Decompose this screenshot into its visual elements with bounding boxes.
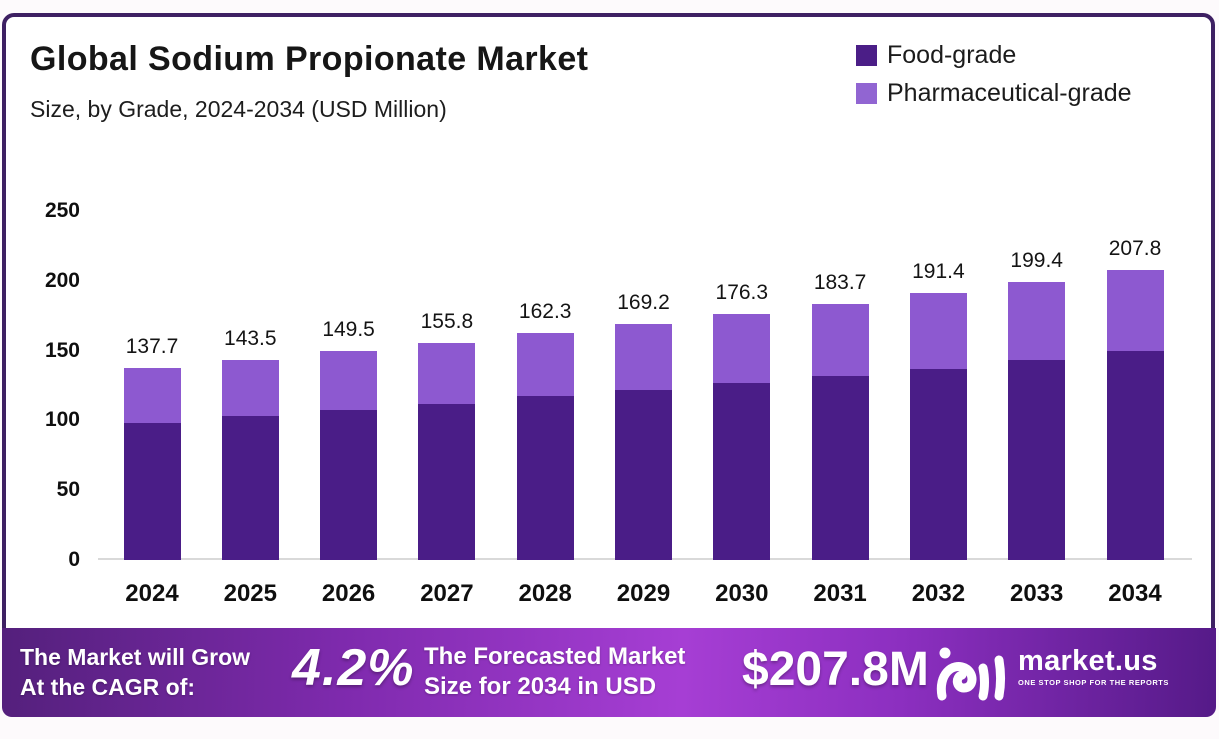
bar-segment-pharmaceutical-grade	[123, 367, 181, 423]
bar-total-label: 199.4	[1010, 248, 1063, 272]
brand-tagline: ONE STOP SHOP FOR THE REPORTS	[1018, 678, 1169, 687]
bar-total-label: 176.3	[715, 280, 769, 304]
y-tick-label: 0	[68, 548, 80, 571]
bar-segment-pharmaceutical-grade	[516, 333, 574, 396]
x-tick-label: 2033	[1009, 580, 1064, 607]
bar-total-label: 143.5	[224, 326, 277, 350]
bar-total-label: 169.2	[617, 290, 670, 314]
cagr-caption-line1: The Market will Grow	[20, 644, 251, 670]
bar-segment-food-grade	[615, 389, 672, 560]
bar-segment-food-grade	[123, 422, 181, 560]
legend-item-pharmaceutical-grade: Pharmaceutical-grade	[856, 79, 1132, 107]
y-tick-label: 100	[44, 408, 80, 432]
x-tick-label: 2032	[911, 580, 966, 607]
legend-label-food-grade: Food-grade	[887, 41, 1017, 69]
bar-total-label: 137.7	[125, 334, 179, 358]
bar-segment-food-grade	[1008, 360, 1066, 560]
bar-segment-food-grade	[221, 416, 279, 560]
x-tick-label: 2026	[321, 580, 376, 607]
y-tick-label: 150	[44, 338, 80, 362]
bar-total-label: 162.3	[518, 300, 572, 324]
x-tick-label: 2030	[715, 580, 769, 607]
bar-segment-food-grade	[418, 403, 476, 560]
bar-segment-pharmaceutical-grade	[713, 313, 771, 383]
bar-segment-food-grade	[320, 409, 378, 560]
bar-segment-pharmaceutical-grade	[418, 342, 476, 404]
page-subtitle: Size, by Grade, 2024-2034 (USD Million)	[30, 96, 447, 122]
bar-segment-pharmaceutical-grade	[811, 303, 869, 376]
forecast-caption-line2: Size for 2034 in USD	[424, 673, 657, 700]
cagr-caption: The Market will Grow At the CAGR of:	[20, 642, 250, 702]
bar-segment-pharmaceutical-grade	[1008, 281, 1066, 361]
bar-segment-food-grade	[516, 395, 574, 560]
bar-segment-pharmaceutical-grade	[320, 351, 378, 410]
bar-segment-pharmaceutical-grade	[615, 323, 672, 390]
bar-segment-pharmaceutical-grade	[1106, 269, 1164, 351]
footer-banner: The Market will Grow At the CAGR of: 4.2…	[2, 628, 1216, 717]
x-tick-label: 2031	[813, 580, 867, 607]
x-tick-label: 2029	[616, 580, 671, 607]
x-tick-label: 2028	[518, 580, 572, 607]
x-tick-label: 2025	[223, 580, 277, 607]
bar-segment-pharmaceutical-grade	[909, 292, 967, 369]
x-tick-label: 2024	[125, 580, 179, 607]
cagr-value: 4.2%	[292, 639, 415, 697]
y-tick-label: 50	[56, 478, 80, 502]
bar-total-label: 207.8	[1108, 236, 1162, 260]
legend-swatch-food-grade	[856, 45, 877, 66]
forecast-value: $207.8M	[742, 643, 929, 696]
legend-item-food-grade: Food-grade	[856, 41, 1132, 69]
forecast-caption: The Forecasted Market Size for 2034 in U…	[424, 642, 685, 702]
x-tick-label: 2034	[1108, 580, 1162, 607]
bar-total-label: 191.4	[912, 259, 965, 283]
legend-label-pharmaceutical-grade: Pharmaceutical-grade	[887, 79, 1132, 107]
bar-segment-food-grade	[1106, 350, 1164, 560]
page-title: Global Sodium Propionate Market	[30, 40, 589, 78]
brand-name: market.us	[1018, 645, 1158, 677]
legend: Food-grade Pharmaceutical-grade	[856, 41, 1132, 120]
forecast-caption-line1: The Forecasted Market	[424, 643, 686, 670]
bar-segment-pharmaceutical-grade	[221, 359, 279, 417]
bar-total-label: 149.5	[322, 318, 375, 342]
brand-block: market.us ONE STOP SHOP FOR THE REPORTS	[1018, 646, 1169, 687]
bar-total-label: 155.8	[420, 309, 474, 333]
y-tick-label: 250	[44, 199, 80, 222]
y-tick-label: 200	[44, 268, 80, 292]
bar-segment-food-grade	[811, 375, 869, 560]
legend-swatch-pharmaceutical-grade	[856, 83, 877, 104]
cagr-caption-line2: At the CAGR of:	[20, 674, 196, 700]
x-tick-label: 2027	[420, 580, 474, 607]
bar-segment-food-grade	[909, 368, 967, 560]
bar-segment-food-grade	[713, 382, 771, 560]
market-us-logo-icon	[936, 647, 1005, 701]
bar-total-label: 183.7	[813, 270, 867, 294]
